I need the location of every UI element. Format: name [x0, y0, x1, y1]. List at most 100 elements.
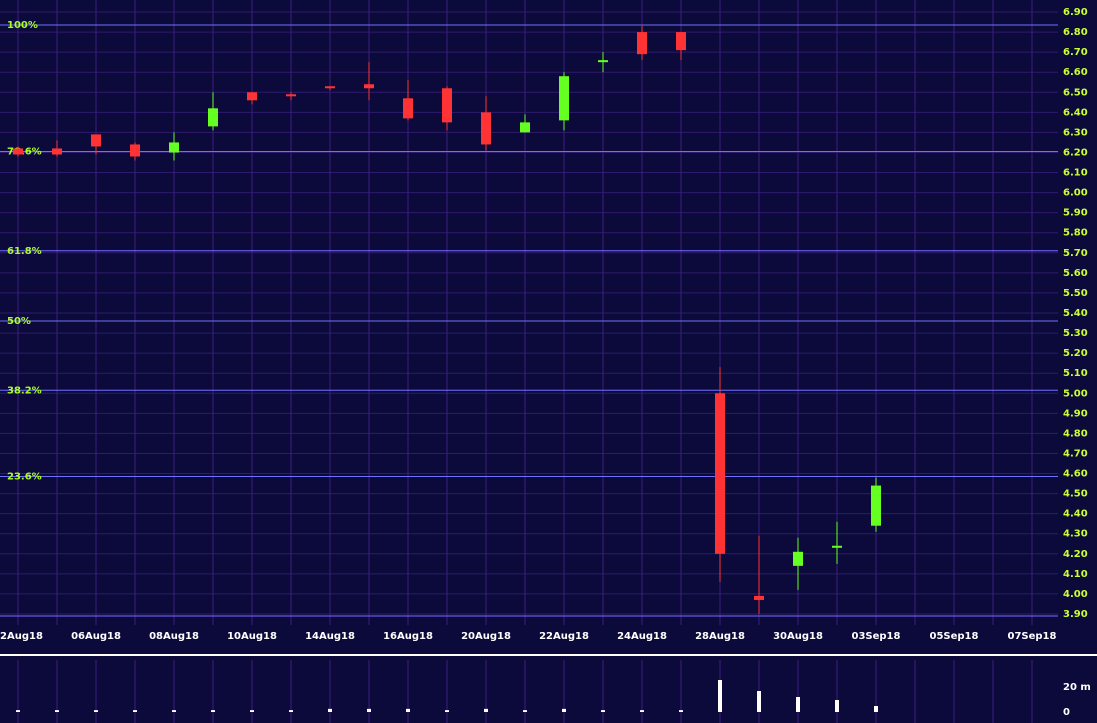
volume-tick-label: 0 [1063, 707, 1070, 718]
y-tick-label: 5.40 [1063, 308, 1088, 319]
candle-body [871, 485, 881, 526]
y-tick-label: 4.50 [1063, 489, 1088, 500]
x-tick-label: 14Aug18 [305, 631, 355, 642]
candle-body [442, 88, 452, 123]
fib-label: 100% [7, 20, 38, 31]
x-tick-label: 24Aug18 [617, 631, 667, 642]
y-tick-label: 6.00 [1063, 188, 1088, 199]
y-tick-label: 5.80 [1063, 228, 1088, 239]
volume-bar [211, 710, 215, 712]
y-tick-label: 5.60 [1063, 268, 1088, 279]
y-tick-label: 4.00 [1063, 589, 1088, 600]
candle-body [247, 92, 257, 101]
y-tick-label: 5.70 [1063, 248, 1088, 259]
candle-body [559, 76, 569, 121]
volume-bar [406, 708, 410, 712]
x-tick-label: 28Aug18 [695, 631, 745, 642]
fib-label: 78.6% [7, 146, 42, 157]
volume-bar [94, 710, 98, 712]
volume-bar [796, 697, 800, 712]
volume-bar [328, 708, 332, 712]
candle-body [793, 551, 803, 566]
x-tick-label: 22Aug18 [539, 631, 589, 642]
candle-body [520, 122, 530, 133]
y-tick-label: 4.30 [1063, 529, 1088, 540]
volume-bar [445, 710, 449, 712]
volume-bar [835, 700, 839, 712]
x-tick-label: 30Aug18 [773, 631, 823, 642]
candle-body [754, 595, 764, 600]
y-tick-label: 5.90 [1063, 208, 1088, 219]
y-tick-label: 4.20 [1063, 549, 1088, 560]
candle-body [130, 144, 140, 157]
volume-bar [289, 710, 293, 712]
volume-bar [718, 680, 722, 712]
y-tick-label: 5.30 [1063, 328, 1088, 339]
candle-body [13, 148, 23, 155]
x-tick-label: 16Aug18 [383, 631, 433, 642]
volume-tick-label: 20 m [1063, 682, 1091, 693]
fib-label: 38.2% [7, 385, 42, 396]
x-tick-label: 10Aug18 [227, 631, 277, 642]
candle-body [481, 112, 491, 145]
volume-bar [55, 710, 59, 712]
x-tick-label: 08Aug18 [149, 631, 199, 642]
candle-body [637, 32, 647, 55]
volume-bar [679, 710, 683, 712]
y-tick-label: 4.70 [1063, 448, 1088, 459]
y-tick-label: 5.20 [1063, 348, 1088, 359]
x-tick-label: 06Aug18 [71, 631, 121, 642]
y-tick-label: 3.90 [1063, 609, 1088, 620]
volume-bar [640, 710, 644, 712]
candle-body [208, 108, 218, 127]
candle-body [403, 98, 413, 119]
y-tick-label: 5.00 [1063, 388, 1088, 399]
volume-bar [484, 708, 488, 712]
fib-label: 23.6% [7, 472, 42, 483]
candle-body [169, 142, 179, 153]
x-tick-label: 03Sep18 [852, 631, 901, 642]
y-tick-label: 6.20 [1063, 147, 1088, 158]
y-tick-label: 6.60 [1063, 67, 1088, 78]
candle-body [91, 134, 101, 147]
candle-body [364, 84, 374, 89]
y-tick-label: 4.90 [1063, 408, 1088, 419]
volume-bar [874, 706, 878, 712]
volume-bar [172, 710, 176, 712]
y-tick-label: 4.80 [1063, 428, 1088, 439]
y-tick-label: 6.70 [1063, 47, 1088, 58]
volume-bar [367, 708, 371, 712]
volume-bar [523, 710, 527, 712]
candle-body [286, 94, 296, 97]
volume-bar [757, 691, 761, 712]
candle-body [832, 545, 842, 548]
y-tick-label: 6.10 [1063, 168, 1088, 179]
y-tick-label: 6.40 [1063, 107, 1088, 118]
y-tick-label: 6.50 [1063, 87, 1088, 98]
volume-bar [562, 708, 566, 712]
y-tick-label: 6.80 [1063, 27, 1088, 38]
candle-body [598, 60, 608, 63]
x-tick-label: 07Sep18 [1008, 631, 1057, 642]
candle-body [715, 393, 725, 554]
y-tick-label: 5.10 [1063, 368, 1088, 379]
y-tick-label: 4.10 [1063, 569, 1088, 580]
x-tick-label: 05Sep18 [930, 631, 979, 642]
x-tick-label: 20Aug18 [461, 631, 511, 642]
y-tick-label: 4.60 [1063, 469, 1088, 480]
fib-label: 61.8% [7, 246, 42, 257]
y-tick-label: 6.30 [1063, 127, 1088, 138]
volume-bar [601, 710, 605, 712]
volume-bar [250, 710, 254, 712]
y-tick-label: 6.90 [1063, 7, 1088, 18]
y-tick-label: 4.40 [1063, 509, 1088, 520]
candle-body [325, 86, 335, 89]
candle-body [52, 148, 62, 155]
volume-bar [133, 710, 137, 712]
volume-bar [16, 710, 20, 712]
candle-body [676, 32, 686, 51]
y-tick-label: 5.50 [1063, 288, 1088, 299]
